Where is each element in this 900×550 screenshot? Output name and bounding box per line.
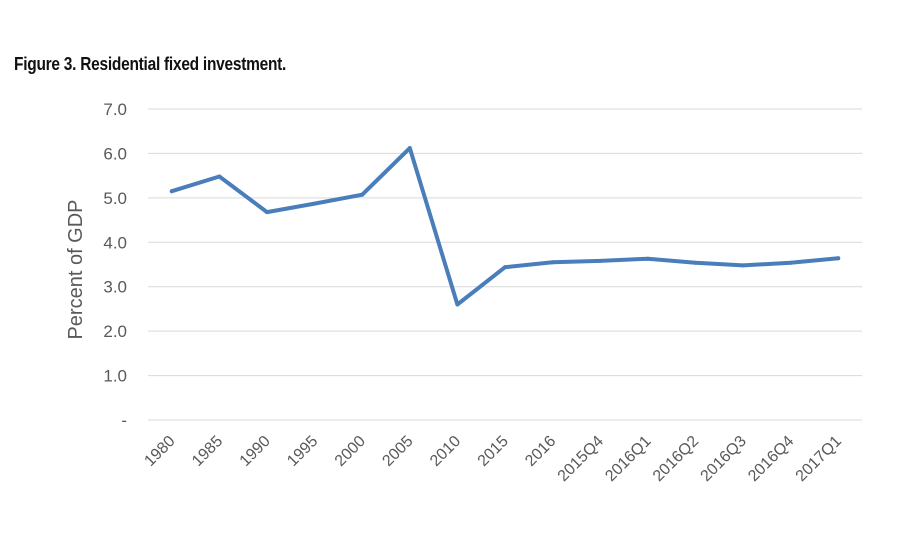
x-tick-label: 1990 [237, 433, 274, 470]
data-point [598, 258, 603, 263]
data-point [169, 189, 174, 194]
x-tick-label: 1980 [141, 433, 178, 470]
data-point [645, 256, 650, 261]
x-tick-label: 2000 [332, 433, 369, 470]
x-tick-label: 2010 [427, 433, 464, 470]
x-tick-label: 2015Q4 [555, 433, 607, 485]
x-tick-label: 2016Q3 [698, 433, 750, 485]
x-tick-label: 2015 [475, 433, 512, 470]
data-point [693, 260, 698, 265]
y-axis-label: Percent of GDP [65, 199, 87, 339]
series-line [169, 146, 841, 307]
y-tick-label: 3.0 [103, 278, 127, 297]
x-tick-label: 2016 [522, 433, 559, 470]
data-point [360, 192, 365, 197]
y-axis-ticks: - 1.0 2.0 3.0 4.0 5.0 6.0 7.0 [103, 100, 127, 430]
figure-title: Figure 3. Residential fixed investment. [14, 54, 287, 74]
x-tick-label: 2016Q1 [602, 433, 654, 485]
x-tick-label: 2016Q4 [745, 433, 797, 485]
data-point [836, 256, 841, 261]
x-tick-label: 1985 [189, 433, 226, 470]
y-tick-label: 6.0 [103, 144, 127, 163]
data-point [217, 174, 222, 179]
x-tick-label: 2017Q1 [793, 433, 845, 485]
gridlines [148, 108, 862, 421]
data-point [312, 201, 317, 206]
y-tick-label: 5.0 [103, 189, 127, 208]
y-tick-label: 7.0 [103, 100, 127, 119]
y-tick-label: 2.0 [103, 322, 127, 341]
data-point [407, 146, 412, 151]
data-point [503, 265, 507, 270]
data-point [550, 260, 555, 265]
data-point [788, 260, 793, 265]
x-tick-label: 2005 [379, 433, 416, 470]
x-tick-label: 1995 [284, 433, 321, 470]
y-tick-label: 4.0 [103, 233, 127, 252]
series-layer [169, 146, 841, 307]
data-point [265, 210, 269, 215]
x-tick-label: 2016Q2 [650, 433, 702, 485]
x-axis-ticks: 1980 1985 1990 1995 2000 2005 2010 2015 20162015… [141, 433, 845, 485]
data-point [741, 263, 745, 268]
y-tick-label: 1.0 [103, 367, 127, 386]
data-point [455, 302, 460, 307]
y-tick-label: - [121, 411, 127, 430]
